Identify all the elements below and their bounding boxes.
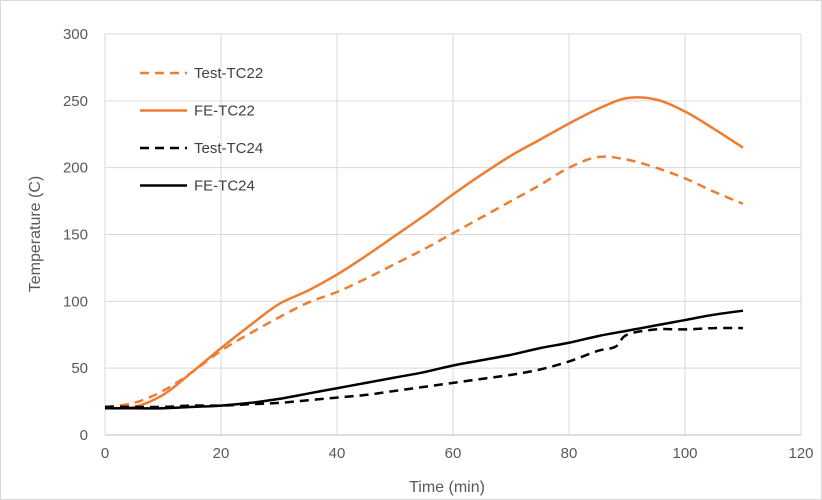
legend-label-test-tc24: Test-TC24 <box>194 140 263 157</box>
legend-label-test-tc22: Test-TC22 <box>194 65 263 82</box>
y-axis-title: Temperature (C) <box>27 176 44 292</box>
x-tick-label: 120 <box>788 445 813 462</box>
x-tick-label: 40 <box>329 445 346 462</box>
x-tick-label: 0 <box>101 445 109 462</box>
series-line-fe-tc22 <box>104 96 744 410</box>
grid <box>105 33 802 435</box>
series-line-test-tc24 <box>104 326 744 409</box>
legend: Test-TC22 FE-TC22 Test-TC24 FE-TC24 <box>140 65 263 195</box>
series-lines <box>104 96 744 410</box>
legend-label-fe-tc22: FE-TC22 <box>194 103 255 120</box>
series-line-test-tc22 <box>104 155 744 409</box>
x-tick-label: 20 <box>213 445 230 462</box>
series-line-fe-tc24 <box>105 309 744 410</box>
x-tick-label: 60 <box>445 445 462 462</box>
y-tick-label: 0 <box>80 427 88 444</box>
axes: 0 20 40 60 80 100 120 0 50 100 150 200 250 300 <box>63 26 814 462</box>
y-tick-label: 100 <box>63 293 88 310</box>
legend-label-fe-tc24: FE-TC24 <box>194 178 255 195</box>
x-axis-title: Time (min) <box>409 479 485 496</box>
y-tick-label: 300 <box>63 26 88 43</box>
y-tick-label: 150 <box>63 227 88 244</box>
x-tick-label: 80 <box>561 445 578 462</box>
y-tick-label: 200 <box>63 160 88 177</box>
y-tick-label: 50 <box>71 360 88 377</box>
y-tick-label: 250 <box>63 93 88 110</box>
x-tick-label: 100 <box>672 445 697 462</box>
